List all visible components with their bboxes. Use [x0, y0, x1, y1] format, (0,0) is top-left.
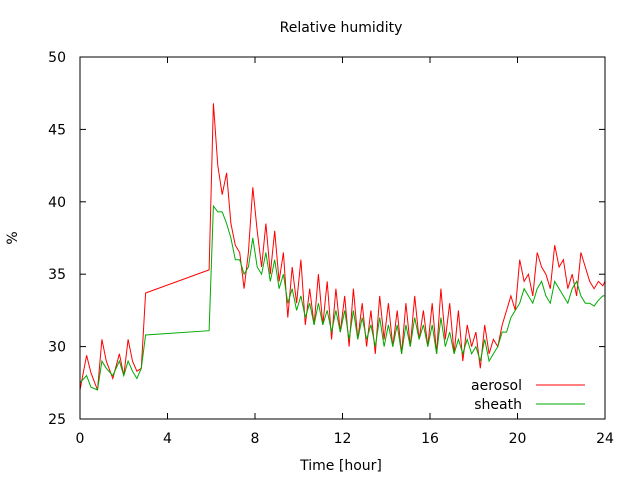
series-line-sheath — [79, 204, 605, 391]
y-tick-label: 25 — [48, 412, 66, 428]
x-tick-label: 20 — [509, 431, 527, 447]
y-tick-label: 35 — [48, 267, 66, 283]
chart-title: Relative humidity — [280, 20, 403, 36]
legend-label-aerosol: aerosol — [471, 378, 522, 394]
legend: aerosol sheath — [471, 378, 585, 413]
y-axis-label: % — [5, 231, 21, 244]
x-tick-label: 16 — [421, 431, 439, 447]
legend-label-sheath: sheath — [474, 397, 522, 413]
x-tick-label: 4 — [163, 431, 172, 447]
axis-ticks: 0 4 8 12 16 20 24 25 30 35 40 45 50 — [48, 50, 614, 447]
y-tick-label: 45 — [48, 122, 66, 138]
x-tick-label: 0 — [76, 431, 85, 447]
x-axis-label: Time [hour] — [299, 458, 382, 474]
series-line-aerosol — [79, 103, 606, 391]
y-tick-label: 50 — [48, 50, 66, 66]
x-tick-label: 12 — [334, 431, 352, 447]
y-tick-label: 30 — [48, 340, 66, 356]
plot-frame — [79, 56, 606, 420]
x-tick-label: 8 — [251, 431, 260, 447]
y-tick-label: 40 — [48, 195, 66, 211]
series-lines — [79, 103, 606, 391]
x-tick-label: 24 — [596, 431, 614, 447]
